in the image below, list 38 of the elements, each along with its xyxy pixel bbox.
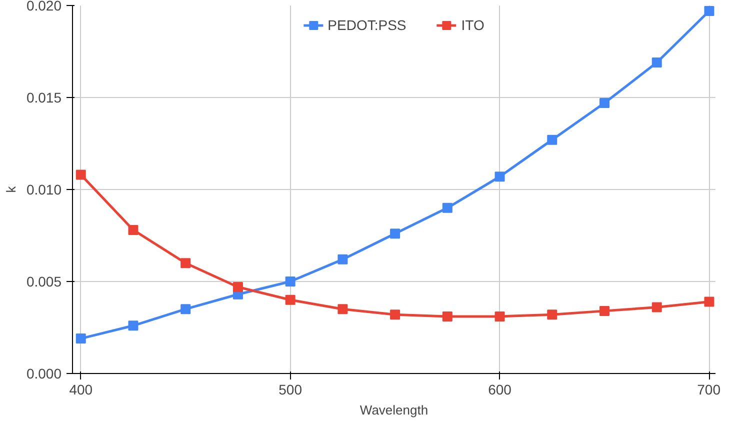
point: [76, 170, 86, 180]
y-axis-title: k: [3, 186, 18, 193]
legend-label: PEDOT:PSS: [328, 17, 406, 33]
point: [390, 228, 400, 239]
point: [338, 254, 348, 264]
point: [547, 134, 558, 145]
point: [390, 310, 400, 320]
y-tick-label: 0.020: [26, 0, 62, 14]
point: [285, 294, 296, 305]
x-axis-title: Wavelength: [360, 402, 428, 418]
legend-label: ITO: [461, 17, 484, 33]
point: [704, 296, 714, 307]
point: [494, 172, 505, 182]
x-tick-label: 500: [278, 382, 302, 398]
point: [180, 304, 191, 314]
point: [652, 302, 662, 312]
x-tick-label: 400: [69, 382, 93, 398]
point: [547, 310, 558, 320]
y-tick-label: 0.000: [26, 366, 62, 382]
y-tick-label: 0.010: [26, 182, 62, 198]
point: [652, 58, 662, 68]
point: [285, 276, 296, 286]
y-tick-label: 0.005: [26, 274, 62, 290]
x-tick-label: 600: [488, 382, 512, 398]
x-tick-label: 700: [697, 382, 721, 398]
point: [599, 98, 610, 108]
point: [338, 304, 348, 314]
point: [76, 334, 86, 344]
point: [442, 311, 452, 322]
point: [599, 306, 610, 316]
point: [442, 202, 452, 213]
y-tick-label: 0.015: [26, 90, 62, 106]
point: [128, 320, 138, 331]
point: [494, 311, 505, 322]
point: [232, 282, 243, 292]
point: [128, 224, 138, 235]
point: [704, 6, 714, 16]
point: [180, 258, 191, 268]
